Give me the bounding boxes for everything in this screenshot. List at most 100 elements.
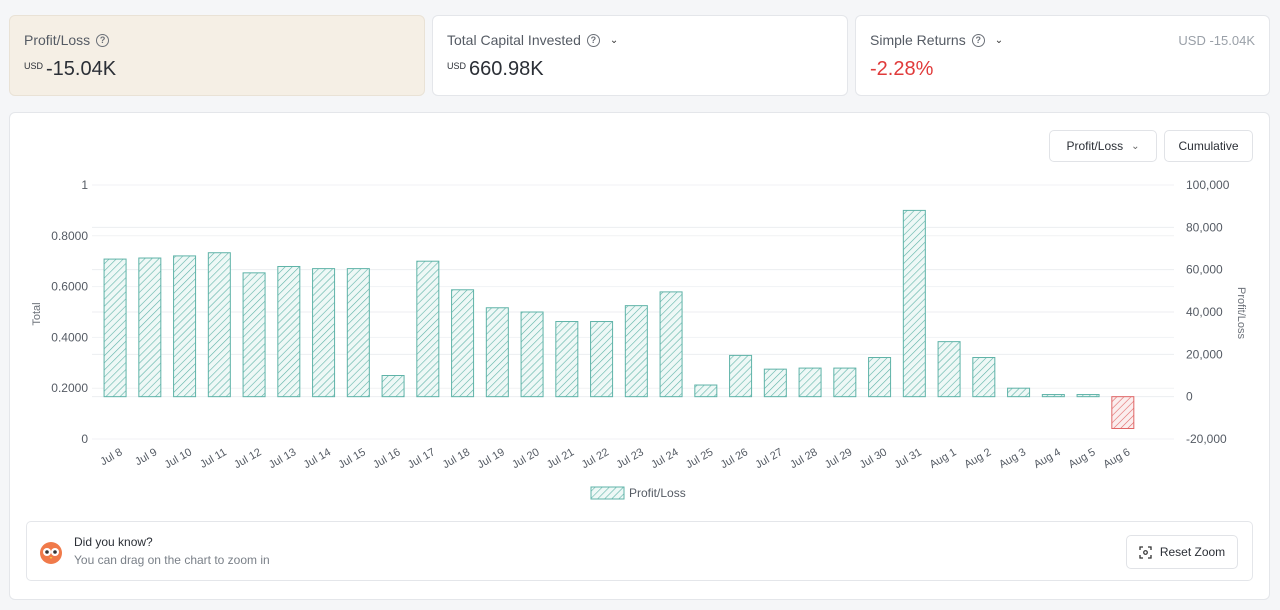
bar-jul-24[interactable]: [659, 291, 683, 398]
right-axis: -20,000 0 20,000 40,000 60,000 80,000 100,000: [1186, 178, 1230, 446]
bar-jul-30[interactable]: [868, 357, 892, 398]
bar-aug-2[interactable]: [972, 357, 996, 398]
bar-jul-31[interactable]: [902, 209, 926, 398]
bar-aug-5[interactable]: [1076, 394, 1100, 398]
metric-select-label: Profit/Loss: [1066, 139, 1124, 153]
x-tick-label: Jul 25: [684, 446, 715, 471]
bar-aug-4[interactable]: [1041, 394, 1065, 398]
reset-zoom-icon: [1139, 545, 1152, 559]
x-tick-label: Jul 26: [719, 446, 750, 471]
x-tick-label: Jul 15: [336, 446, 367, 471]
bar-jul-18[interactable]: [451, 289, 475, 398]
x-tick-label: Jul 24: [649, 446, 680, 471]
bar-jul-27[interactable]: [763, 368, 787, 398]
x-tick-label: Aug 5: [1067, 446, 1098, 471]
x-tick-label: Aug 3: [997, 446, 1028, 471]
right-tick-label: -20,000: [1186, 432, 1227, 446]
capital-invested-card: Total Capital Invested ? ⌄ USD 660.98K: [432, 15, 848, 96]
right-tick-label: 100,000: [1186, 178, 1230, 192]
left-tick-label: 0: [81, 432, 88, 446]
chevron-down-icon: ⌄: [1131, 140, 1140, 152]
bar-jul-15[interactable]: [346, 268, 370, 398]
legend[interactable]: Profit/Loss: [590, 486, 686, 500]
bar-jul-23[interactable]: [624, 305, 648, 398]
cumulative-button[interactable]: Cumulative: [1164, 130, 1253, 162]
bar-jul-19[interactable]: [485, 307, 509, 398]
bar-jul-26[interactable]: [729, 354, 753, 398]
x-tick-label: Jul 30: [858, 446, 889, 471]
bar-aug-1[interactable]: [937, 341, 961, 398]
bar-jul-28[interactable]: [798, 367, 822, 398]
bar-jul-14[interactable]: [312, 268, 336, 398]
x-tick-label: Jul 27: [753, 446, 784, 471]
x-tick-label: Jul 13: [267, 446, 298, 471]
bar-jul-22[interactable]: [590, 321, 614, 398]
x-tick-label: Jul 8: [98, 446, 124, 468]
profit-loss-value-row: USD -15.04K: [24, 58, 116, 81]
x-tick-label: Jul 28: [788, 446, 819, 471]
x-tick-label: Jul 20: [510, 446, 541, 471]
bar-jul-17[interactable]: [416, 260, 440, 398]
bar-jul-11[interactable]: [207, 252, 231, 398]
profit-loss-value: -15.04K: [46, 58, 117, 80]
x-tick-label: Jul 21: [545, 446, 576, 471]
left-tick-label: 1: [81, 178, 88, 192]
x-tick-label: Jul 17: [406, 446, 437, 471]
tip-title: Did you know?: [74, 535, 153, 549]
legend-swatch: [590, 486, 625, 500]
bars: [103, 209, 1135, 430]
help-icon[interactable]: ?: [96, 33, 110, 47]
capital-invested-title-row: Total Capital Invested ? ⌄: [447, 32, 618, 48]
x-tick-label: Jul 11: [198, 446, 229, 471]
left-tick-label: 0.4000: [51, 330, 88, 344]
bar-jul-8[interactable]: [103, 258, 127, 398]
reset-zoom-label: Reset Zoom: [1159, 545, 1226, 559]
help-icon[interactable]: ?: [971, 33, 985, 47]
x-tick-label: Jul 12: [232, 446, 263, 471]
help-icon[interactable]: ?: [586, 33, 600, 47]
bar-jul-9[interactable]: [138, 257, 162, 398]
bar-jul-12[interactable]: [242, 272, 266, 398]
tip-text: You can drag on the chart to zoom in: [74, 553, 270, 567]
x-tick-label: Jul 14: [302, 446, 333, 471]
profit-loss-title-row: Profit/Loss ?: [24, 32, 110, 48]
left-axis: 0 0.2000 0.4000 0.6000 0.8000 1: [51, 178, 88, 446]
bar-jul-25[interactable]: [694, 384, 718, 398]
metric-select[interactable]: Profit/Loss ⌄: [1049, 130, 1157, 162]
left-tick-label: 0.2000: [51, 381, 88, 395]
x-tick-label: Jul 10: [163, 446, 194, 471]
x-tick-label: Jul 22: [580, 446, 611, 471]
reset-zoom-button[interactable]: Reset Zoom: [1126, 535, 1238, 569]
right-tick-label: 60,000: [1186, 263, 1223, 277]
bar-jul-29[interactable]: [833, 367, 857, 398]
profit-loss-title: Profit/Loss: [24, 32, 91, 48]
simple-returns-value-row: -2.28%: [870, 58, 933, 81]
currency-unit: USD: [447, 61, 467, 71]
bar-aug-6[interactable]: [1111, 396, 1135, 430]
bar-jul-10[interactable]: [173, 255, 197, 398]
right-tick-label: 0: [1186, 390, 1193, 404]
bar-jul-21[interactable]: [555, 321, 579, 398]
profit-loss-card: Profit/Loss ? USD -15.04K: [9, 15, 425, 96]
right-tick-label: 20,000: [1186, 347, 1223, 361]
x-tick-label: Jul 16: [371, 446, 402, 471]
right-axis-title: Profit/Loss: [1235, 287, 1247, 339]
bar-jul-16[interactable]: [381, 375, 405, 398]
right-tick-label: 40,000: [1186, 305, 1223, 319]
bar-aug-3[interactable]: [1007, 387, 1031, 398]
x-tick-label: Jul 31: [892, 446, 923, 471]
chevron-down-icon[interactable]: ⌄: [609, 34, 619, 46]
x-axis-labels: Jul 8 Jul 9 Jul 10 Jul 11 Jul 12 Jul 13 Jul 14…: [98, 446, 1132, 471]
bar-jul-13[interactable]: [277, 265, 301, 398]
cumulative-button-label: Cumulative: [1178, 139, 1239, 153]
x-tick-label: Jul 23: [614, 446, 645, 471]
chevron-down-icon[interactable]: ⌄: [994, 34, 1004, 46]
x-tick-label: Aug 1: [928, 446, 959, 471]
bar-jul-20[interactable]: [520, 311, 544, 398]
capital-invested-title: Total Capital Invested: [447, 32, 581, 48]
owl-mascot-icon: [40, 542, 62, 564]
simple-returns-card: Simple Returns ? ⌄ USD -15.04K -2.28%: [855, 15, 1270, 96]
left-tick-label: 0.8000: [51, 229, 88, 243]
simple-returns-value: -2.28%: [870, 58, 934, 80]
